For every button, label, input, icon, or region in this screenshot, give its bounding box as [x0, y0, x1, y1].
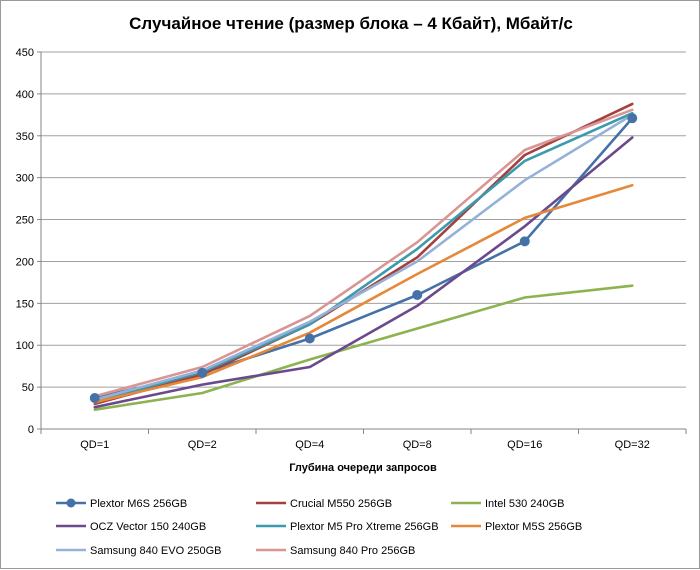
- y-tick-label: 200: [16, 256, 34, 268]
- legend: Plextor M6S 256GB Crucial M550 256GB Intel…: [56, 498, 582, 557]
- legend-label: Crucial M550 256GB: [290, 498, 392, 510]
- x-tick-label: QD=16: [507, 439, 542, 451]
- series-line-6: [93, 113, 634, 402]
- y-tick-label: 50: [22, 382, 34, 394]
- x-tick-label: QD=32: [615, 439, 650, 451]
- series-line-4: [93, 111, 634, 403]
- series-line-5: [93, 183, 634, 404]
- y-tick-label: 400: [16, 89, 34, 101]
- data-point-marker: [304, 333, 315, 344]
- data-point-marker: [89, 393, 100, 404]
- chart-title: Случайное чтение (размер блока – 4 Кбайт…: [129, 14, 573, 33]
- data-point-marker: [519, 236, 530, 247]
- axes: 0 50 100 150 200 250 300 350 400 450 QD=1 QD=2 QD=4 Q…: [16, 47, 687, 451]
- y-tick-label: 150: [16, 298, 34, 310]
- legend-label: Samsung 840 Pro 256GB: [290, 545, 415, 557]
- data-point-marker: [627, 113, 638, 124]
- legend-marker: [66, 498, 76, 508]
- y-tick-label: 300: [16, 173, 34, 185]
- series-lines: [89, 102, 638, 412]
- legend-label: Intel 530 240GB: [485, 498, 565, 510]
- x-tick-label: QD=4: [295, 439, 324, 451]
- series-line-0: [93, 116, 634, 400]
- x-axis-title: Глубина очереди запросов: [289, 462, 437, 474]
- gridlines: [41, 51, 686, 388]
- y-tick-label: 250: [16, 215, 34, 227]
- legend-label: Plextor M6S 256GB: [90, 498, 187, 510]
- x-tick-label: QD=2: [188, 439, 217, 451]
- series-line-7: [93, 108, 634, 398]
- y-tick-label: 450: [16, 47, 34, 59]
- y-tick-label: 0: [28, 424, 34, 436]
- data-point-marker: [412, 289, 423, 300]
- x-tick-label: QD=1: [80, 439, 109, 451]
- legend-label: OCZ Vector 150 240GB: [90, 521, 206, 533]
- data-point-marker: [197, 367, 208, 378]
- legend-label: Plextor M5 Pro Xtreme 256GB: [290, 521, 439, 533]
- series-line-2: [93, 284, 634, 412]
- y-tick-label: 100: [16, 340, 34, 352]
- y-tick-label: 350: [16, 131, 34, 143]
- legend-label: Samsung 840 EVO 250GB: [90, 545, 221, 557]
- legend-label: Plextor M5S 256GB: [485, 521, 582, 533]
- x-tick-label: QD=8: [403, 439, 432, 451]
